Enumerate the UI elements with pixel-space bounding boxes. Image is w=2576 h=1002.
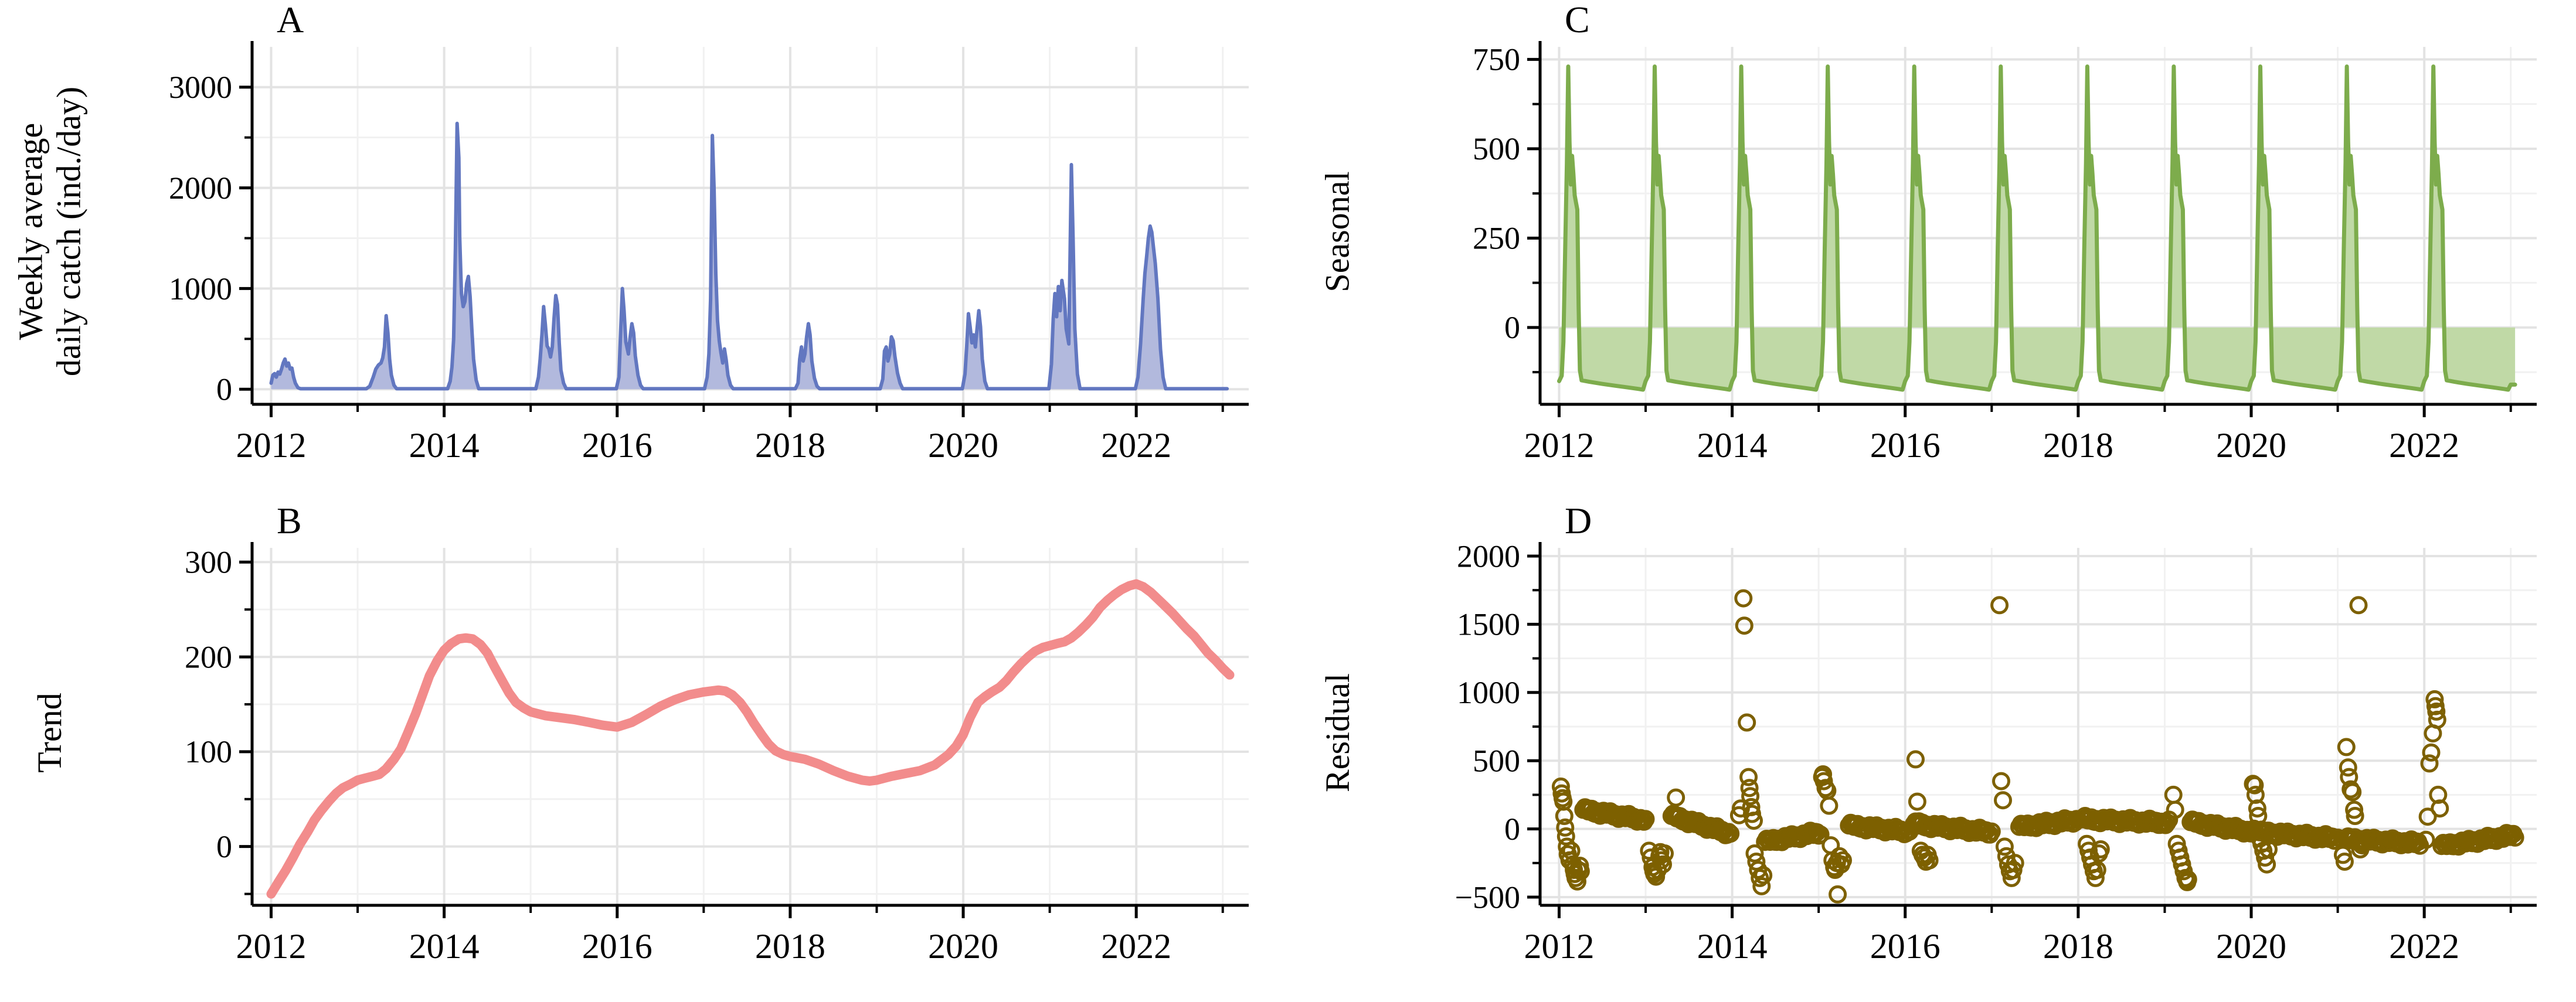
svg-text:2022: 2022 (2389, 426, 2459, 463)
panel-a-ylabel-line1: Weekly average (11, 122, 50, 340)
svg-text:2020: 2020 (2216, 426, 2286, 463)
panel-a-tag: A (277, 0, 304, 40)
panel-c-ylabel-text: Seasonal (1318, 171, 1357, 292)
svg-text:500: 500 (1473, 744, 1520, 779)
panel-d-ylabel-text: Residual (1318, 673, 1357, 792)
panel-c-ylabel: Seasonal (1288, 0, 1388, 463)
svg-text:2018: 2018 (2043, 426, 2113, 463)
svg-text:0: 0 (216, 829, 232, 864)
panel-b-ylabel: Trend (0, 501, 100, 964)
svg-text:0: 0 (1504, 310, 1520, 345)
svg-text:2014: 2014 (409, 426, 480, 463)
svg-text:2016: 2016 (582, 426, 653, 463)
panel-c: Seasonal C 0 250 500 750 2012 2014 2016 2018 202… (1288, 0, 2576, 501)
svg-text:−500: −500 (1455, 880, 1520, 915)
svg-text:2016: 2016 (1870, 927, 1941, 964)
svg-text:3000: 3000 (169, 70, 232, 105)
svg-text:2022: 2022 (1101, 426, 1171, 463)
svg-text:2022: 2022 (2389, 927, 2459, 964)
svg-text:2014: 2014 (409, 927, 480, 964)
panel-b-ylabel-text: Trend (30, 692, 69, 773)
svg-text:2022: 2022 (1101, 927, 1171, 964)
svg-text:2012: 2012 (1524, 426, 1594, 463)
svg-text:2012: 2012 (236, 927, 306, 964)
panel-a-ylabel-line2: daily catch (ind./day) (49, 86, 88, 377)
svg-text:200: 200 (185, 639, 232, 674)
svg-text:2014: 2014 (1697, 927, 1768, 964)
svg-text:2020: 2020 (2216, 927, 2286, 964)
svg-text:2016: 2016 (582, 927, 653, 964)
svg-text:2018: 2018 (755, 927, 825, 964)
svg-text:100: 100 (185, 734, 232, 769)
svg-text:2018: 2018 (755, 426, 825, 463)
svg-text:300: 300 (185, 545, 232, 580)
panel-d-ylabel: Residual (1288, 501, 1388, 964)
svg-text:1000: 1000 (169, 271, 232, 306)
panel-a-chart: 0 1000 2000 3000 2012 2014 2016 2018 2020 2022 (169, 41, 1249, 463)
panel-a-ylabel: Weekly average daily catch (ind./day) (0, 0, 100, 463)
svg-text:750: 750 (1473, 42, 1520, 77)
svg-text:250: 250 (1473, 221, 1520, 256)
svg-text:2012: 2012 (236, 426, 306, 463)
svg-text:500: 500 (1473, 131, 1520, 166)
panel-a: Weekly average daily catch (ind./day) A … (0, 0, 1288, 501)
panel-b: Trend B 0 100 200 300 2012 2014 2016 2018 2020 20… (0, 501, 1288, 1002)
panel-c-tag: C (1565, 0, 1590, 40)
svg-text:2020: 2020 (928, 927, 998, 964)
panel-c-chart: 0 250 500 750 2012 2014 2016 2018 2020 2022 (1473, 41, 2537, 463)
svg-text:2000: 2000 (169, 171, 232, 206)
svg-text:1500: 1500 (1457, 607, 1520, 642)
panel-b-chart: 0 100 200 300 2012 2014 2016 2018 2020 2022 (185, 542, 1249, 964)
svg-text:2000: 2000 (1457, 539, 1520, 574)
svg-text:2012: 2012 (1524, 927, 1594, 964)
svg-text:2014: 2014 (1697, 426, 1768, 463)
svg-text:1000: 1000 (1457, 675, 1520, 710)
panel-b-tag: B (277, 500, 302, 541)
svg-text:0: 0 (1504, 812, 1520, 847)
svg-text:2020: 2020 (928, 426, 998, 463)
panel-d: Residual D −500 0 500 1000 1500 2000 2012 2014 2… (1288, 501, 2576, 1002)
panel-d-chart: −500 0 500 1000 1500 2000 2012 2014 2016 2018 2020… (1455, 539, 2537, 964)
svg-text:2016: 2016 (1870, 426, 1941, 463)
panel-d-tag: D (1565, 500, 1592, 541)
svg-text:0: 0 (216, 372, 232, 407)
svg-text:2018: 2018 (2043, 927, 2113, 964)
